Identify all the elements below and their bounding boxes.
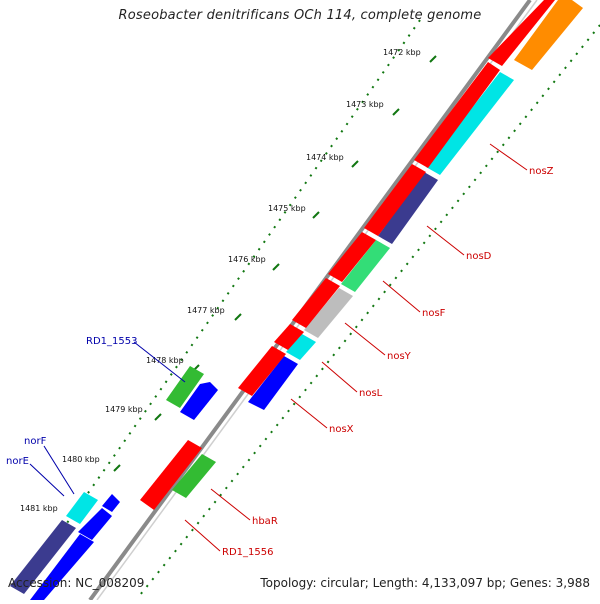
gene-nosL-cyan[interactable] xyxy=(286,334,316,360)
tick-label: 1479 kbp xyxy=(105,405,143,414)
label-norE: norE xyxy=(6,456,29,467)
label-nosX: nosX xyxy=(329,424,354,435)
accession-text: Accession: NC_008209 xyxy=(8,576,145,590)
tick-marks xyxy=(73,55,437,521)
gene-nosY-grey[interactable] xyxy=(304,288,353,338)
leader-nosY xyxy=(344,322,386,356)
leader-lines xyxy=(29,143,528,552)
gene-nos-red-4[interactable] xyxy=(292,278,340,328)
label-nosF: nosF xyxy=(422,308,446,319)
tick-label: 1474 kbp xyxy=(306,153,344,162)
label-nosL: nosL xyxy=(359,388,383,399)
gene-blue-bottom[interactable] xyxy=(30,534,94,600)
leader-nosL xyxy=(321,361,358,393)
label-RD1-1553: RD1_1553 xyxy=(86,336,137,347)
leader-nosD xyxy=(426,225,465,256)
tick-label: 1481 kbp xyxy=(20,504,58,513)
tick-label: 1477 kbp xyxy=(187,306,225,315)
label-RD1-1556: RD1_1556 xyxy=(222,547,273,558)
label-norF: norF xyxy=(24,436,47,447)
gene-nos-red-3[interactable] xyxy=(328,232,376,282)
leader-norE xyxy=(29,463,65,497)
gene-nos-red-1[interactable] xyxy=(414,62,500,168)
gene-track-reverse xyxy=(140,62,500,510)
label-nosD: nosD xyxy=(466,251,492,262)
tick-labels: 1472 kbp 1473 kbp 1474 kbp 1475 kbp 1476… xyxy=(20,48,421,513)
gene-nos-red-6[interactable] xyxy=(238,346,286,396)
gene-nosX-blue[interactable] xyxy=(248,356,298,410)
tick-label: 1473 kbp xyxy=(346,100,384,109)
gene-nosD-darkblue[interactable] xyxy=(378,172,438,244)
leader-nosZ xyxy=(489,143,528,171)
leader-norF xyxy=(43,445,75,495)
gene-track-forward xyxy=(10,0,583,600)
gene-nos-red-2[interactable] xyxy=(364,164,426,236)
gene-nosF-green[interactable] xyxy=(341,240,390,292)
label-nosY: nosY xyxy=(387,351,412,362)
gene-norE-blue[interactable] xyxy=(78,508,112,540)
gene-red-top[interactable] xyxy=(488,0,555,66)
gene-norF-cyan[interactable] xyxy=(66,492,98,524)
leader-RD1-1553 xyxy=(133,341,186,383)
genome-summary-text: Topology: circular; Length: 4,133,097 bp… xyxy=(260,576,590,590)
label-hbaR: hbaR xyxy=(252,516,278,527)
gene-labels: RD1_1553 norF norE nosZ nosD nosF nosY n… xyxy=(6,166,554,558)
leader-nosX xyxy=(290,398,328,429)
tick-label: 1472 kbp xyxy=(383,48,421,57)
tick-label: 1480 kbp xyxy=(62,455,100,464)
gene-orange[interactable] xyxy=(514,0,583,70)
leader-nosF xyxy=(382,280,421,313)
gene-RD1-1553-green[interactable] xyxy=(166,366,204,408)
leader-hbaR xyxy=(210,488,251,521)
tick-label: 1478 kbp xyxy=(146,356,184,365)
tick-label: 1475 kbp xyxy=(268,204,306,213)
genome-title: Roseobacter denitrificans OCh 114, compl… xyxy=(118,8,482,23)
label-nosZ: nosZ xyxy=(529,166,554,177)
gene-blue-small[interactable] xyxy=(102,494,120,512)
tick-label: 1476 kbp xyxy=(228,255,266,264)
gene-nosZ-cyan[interactable] xyxy=(426,72,514,175)
leader-RD1-1556 xyxy=(184,519,221,552)
gene-darkblue-bottom[interactable] xyxy=(10,520,76,594)
gene-RD1-1553-blue[interactable] xyxy=(180,382,218,420)
gene-nos-red-5[interactable] xyxy=(274,324,304,350)
gene-RD1-1556-green[interactable] xyxy=(172,454,216,498)
gene-hbaR-red[interactable] xyxy=(140,440,202,510)
